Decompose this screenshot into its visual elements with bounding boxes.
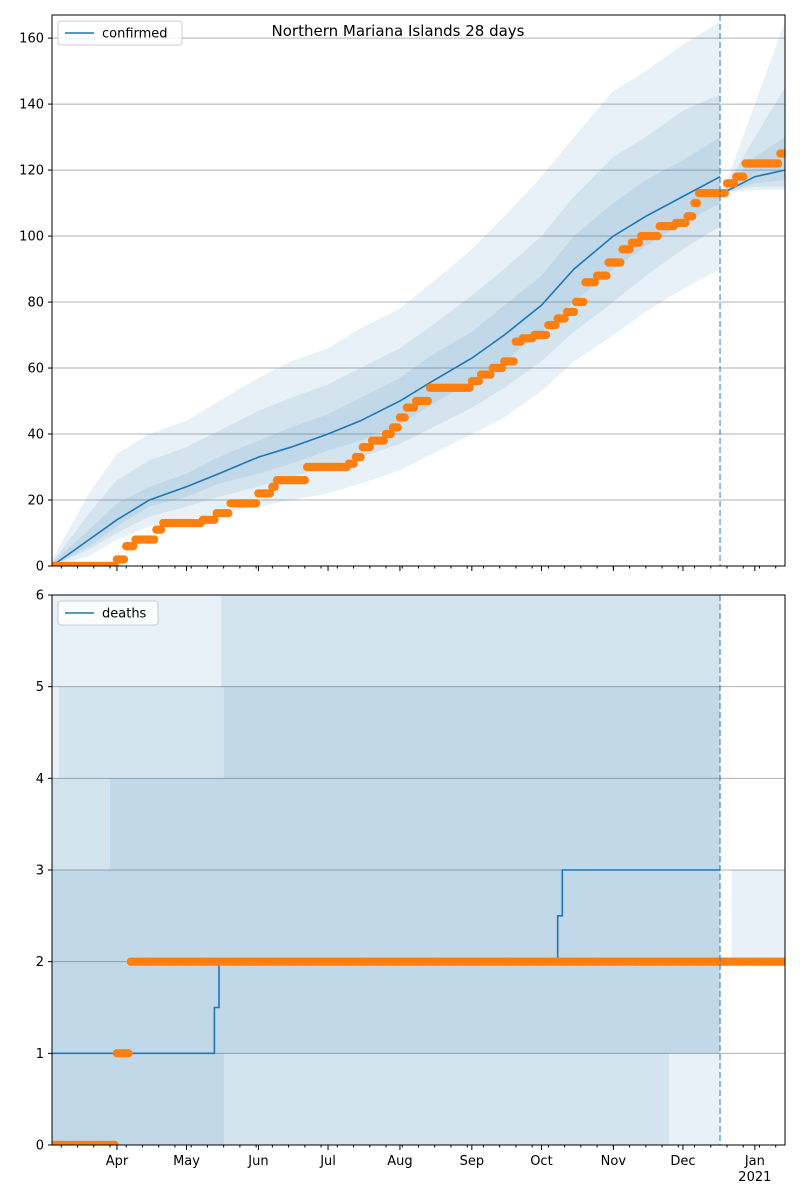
observed-point: [634, 238, 644, 247]
observed-point: [149, 535, 159, 544]
y-tick-label: 0: [36, 560, 44, 575]
observed-point: [720, 189, 729, 198]
uncertainty-band: [52, 137, 721, 566]
legend-box: [57, 20, 183, 46]
observed-point: [692, 198, 702, 208]
observed-point: [465, 383, 474, 392]
deaths-panel: 0 1 2 3 4 5 6 Apr May Jun Jul Aug Sep Oct Nov Dec Jan202…: [36, 589, 786, 1185]
plot-area: [52, 595, 785, 1145]
observed-point: [569, 307, 579, 317]
x-tick-label: Aug: [387, 1154, 412, 1169]
observed-point: [210, 515, 219, 524]
observed-point: [386, 429, 395, 439]
observed-point: [265, 489, 275, 498]
y-tick-label: 2: [36, 955, 44, 970]
x-tick-label: Apr: [106, 1154, 129, 1169]
y-tick-label: 20: [27, 494, 44, 509]
observed-point: [409, 403, 419, 412]
y-tick-label: 160: [19, 32, 44, 47]
observed-point: [365, 443, 374, 452]
uncertainty-band: [52, 94, 721, 566]
observed-point: [251, 499, 261, 508]
plot-area: [52, 21, 785, 566]
model-line: [52, 175, 721, 566]
y-tick-label: 5: [36, 680, 44, 695]
y-tick-label: 1: [36, 1047, 44, 1062]
y-tick-label: 80: [27, 296, 44, 311]
observed-point: [124, 1049, 133, 1058]
x-tick-label: Jul: [319, 1154, 336, 1169]
legend-label: deaths: [102, 607, 147, 622]
confirmed-panel: 0 20 40 60 80 100 120 140 160 confirmed: [19, 14, 786, 575]
y-tick-label: 6: [36, 589, 44, 604]
y-tick-label: 100: [19, 230, 44, 245]
y-tick-label: 0: [36, 1139, 44, 1154]
observed-point: [349, 459, 358, 468]
x-year-label: 2021: [738, 1170, 771, 1185]
observed-point: [729, 179, 739, 188]
observed-point: [156, 525, 166, 534]
observed-point: [270, 482, 279, 491]
observed-point: [773, 159, 783, 168]
observed-point: [616, 258, 625, 267]
y-tick-label: 120: [19, 164, 44, 179]
chart-title: Northern Mariana Islands 28 days: [272, 22, 525, 40]
legend: deaths: [57, 600, 159, 626]
observed-point: [681, 218, 690, 228]
legend-box: [57, 600, 159, 626]
observed-point: [590, 278, 599, 287]
observed-point: [688, 212, 697, 221]
observed-point: [625, 245, 634, 254]
y-tick-label: 3: [36, 864, 44, 879]
observed-point: [780, 957, 785, 966]
uncertainty-band: [52, 686, 721, 1145]
forecast-line: [722, 169, 785, 194]
x-tick-label: Oct: [530, 1154, 552, 1169]
observed-point: [560, 314, 569, 323]
x-tick-label: May: [173, 1154, 200, 1169]
legend: confirmed: [57, 20, 183, 46]
observed-point: [551, 320, 560, 330]
observed-point: [129, 542, 138, 551]
x-tick-label: Nov: [601, 1154, 627, 1169]
observed-point: [739, 172, 748, 181]
observed-point: [224, 509, 233, 518]
x-tick-label: Jun: [247, 1154, 268, 1169]
y-tick-label: 40: [27, 428, 44, 443]
uncertainty-band: [52, 21, 721, 566]
forecast-band: [722, 21, 785, 194]
observed-point: [509, 357, 518, 366]
forecast-band: [731, 870, 785, 962]
y-tick-label: 60: [27, 362, 44, 377]
observed-point: [110, 1140, 119, 1145]
observed-point: [423, 396, 432, 406]
y-tick-label: 140: [19, 98, 44, 113]
observed-point: [119, 555, 129, 564]
observed-point: [400, 413, 409, 422]
x-tick-label: Jan: [744, 1154, 765, 1169]
observed-point: [602, 271, 611, 280]
observed-point: [653, 231, 662, 241]
observed-point: [379, 436, 388, 445]
observed-point: [486, 370, 495, 379]
observed-point: [497, 363, 507, 373]
y-tick-label: 4: [36, 772, 44, 787]
observed-point: [393, 423, 402, 432]
observed-point: [300, 476, 309, 485]
observed-point: [356, 452, 365, 462]
x-tick-label: Dec: [670, 1154, 695, 1169]
observed-point: [780, 149, 785, 158]
observed-point: [474, 377, 483, 386]
legend-label: confirmed: [102, 27, 168, 42]
observed-point: [579, 297, 588, 307]
observed-point: [541, 330, 551, 340]
x-tick-label: Sep: [460, 1154, 485, 1169]
